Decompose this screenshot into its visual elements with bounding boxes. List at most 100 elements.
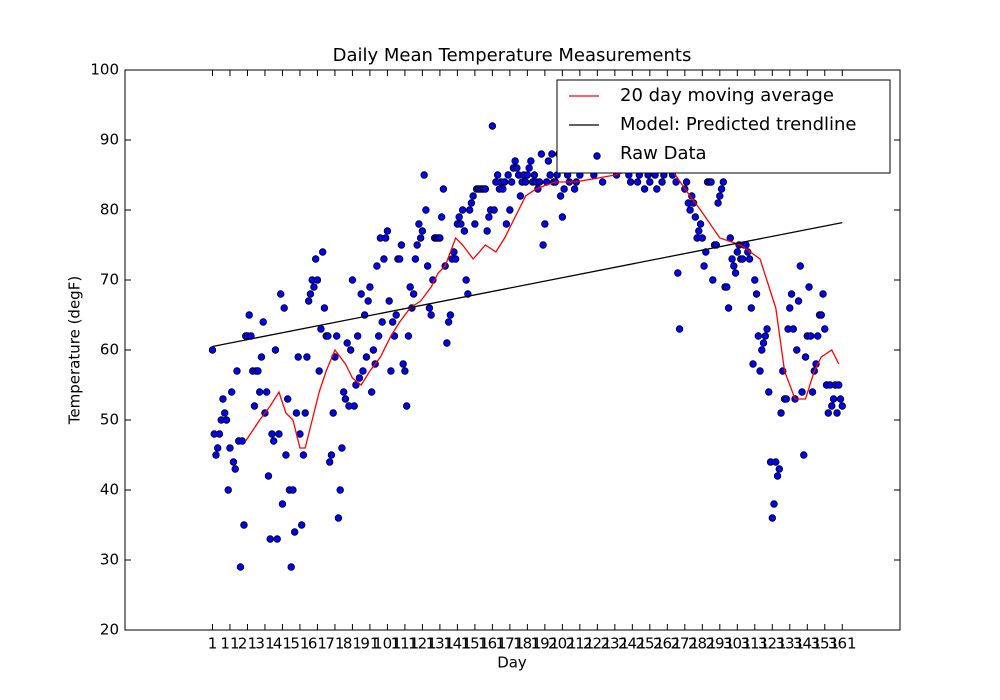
data-point — [499, 185, 507, 193]
data-point — [229, 458, 238, 466]
data-point — [439, 185, 448, 193]
data-point — [270, 437, 278, 445]
x-tick-label: 111 — [391, 635, 420, 653]
x-tick-label: 171 — [496, 635, 525, 653]
data-point — [770, 500, 778, 508]
data-point — [301, 409, 309, 417]
legend-label: Raw Data — [620, 143, 707, 164]
x-tick-label: 271 — [670, 635, 699, 653]
data-point — [240, 521, 248, 529]
data-point — [268, 430, 276, 438]
data-point — [471, 220, 479, 228]
data-point — [719, 178, 728, 186]
data-point — [490, 206, 498, 214]
data-point — [560, 185, 568, 193]
data-point — [388, 318, 397, 326]
data-point — [280, 304, 288, 312]
data-point — [395, 255, 404, 263]
x-tick-label: 351 — [810, 635, 839, 653]
data-point — [537, 150, 546, 158]
x-tick-label: 291 — [705, 635, 734, 653]
data-point — [215, 430, 224, 438]
data-point — [513, 164, 521, 172]
data-point — [516, 192, 525, 200]
data-point — [758, 346, 766, 354]
data-point — [751, 276, 759, 284]
data-point — [346, 346, 355, 354]
x-tick-label: 331 — [775, 635, 804, 653]
data-point — [714, 199, 722, 207]
data-point — [451, 255, 460, 263]
data-point — [558, 213, 567, 221]
legend-marker — [593, 152, 601, 160]
data-point — [653, 185, 661, 193]
x-axis-label: Day — [497, 654, 527, 672]
y-tick-label: 60 — [100, 341, 119, 359]
data-point — [763, 325, 771, 333]
x-tick-label: 141 — [443, 635, 472, 653]
data-point — [332, 332, 341, 340]
data-point — [485, 213, 493, 221]
data-point — [273, 535, 281, 543]
data-point — [507, 178, 516, 186]
legend: 20 day moving average Model: Predicted tr… — [556, 79, 891, 174]
series-line — [212, 221, 843, 348]
data-point — [443, 339, 451, 347]
data-point — [222, 416, 231, 424]
data-point — [355, 374, 364, 382]
x-tick-label: 81 — [343, 635, 362, 653]
data-point — [436, 234, 444, 242]
data-point — [437, 213, 446, 221]
data-point — [773, 472, 782, 480]
data-point — [821, 325, 829, 333]
data-point — [404, 332, 413, 340]
data-point — [691, 213, 700, 221]
data-point — [387, 367, 395, 375]
data-point — [329, 409, 337, 417]
data-point — [686, 206, 694, 214]
data-point — [724, 304, 733, 312]
data-point — [324, 332, 332, 340]
data-point — [805, 283, 813, 291]
data-point — [250, 402, 259, 410]
data-point — [717, 185, 726, 193]
data-point — [339, 388, 348, 396]
data-point — [731, 269, 740, 277]
data-point — [297, 521, 306, 529]
x-tick-label: 151 — [461, 635, 490, 653]
data-point — [696, 220, 705, 228]
data-point — [238, 437, 246, 445]
data-point — [299, 451, 308, 459]
data-point — [772, 458, 780, 466]
data-point — [836, 395, 845, 403]
data-point — [786, 304, 794, 312]
data-point — [275, 430, 283, 438]
data-point — [315, 367, 323, 375]
data-point — [348, 276, 357, 284]
data-point — [544, 157, 553, 165]
data-point — [749, 360, 757, 368]
data-point — [313, 276, 322, 284]
data-point — [418, 227, 427, 235]
data-point — [292, 409, 301, 417]
data-point — [530, 171, 539, 179]
data-point — [465, 206, 474, 214]
data-point — [219, 395, 227, 403]
data-point — [838, 402, 846, 410]
data-point — [775, 465, 783, 473]
data-point — [385, 297, 393, 305]
data-point — [798, 388, 806, 396]
data-point — [422, 206, 430, 214]
x-tick-label: 211 — [566, 635, 595, 653]
data-point — [444, 318, 453, 326]
data-point — [598, 178, 607, 186]
x-tick-label: 161 — [478, 635, 507, 653]
data-point — [808, 388, 817, 396]
data-point — [672, 178, 680, 186]
data-point — [752, 290, 761, 298]
data-point — [500, 178, 509, 186]
x-tick-label: 101 — [373, 635, 402, 653]
data-point — [416, 234, 425, 242]
data-point — [287, 563, 295, 571]
data-point — [231, 465, 239, 473]
